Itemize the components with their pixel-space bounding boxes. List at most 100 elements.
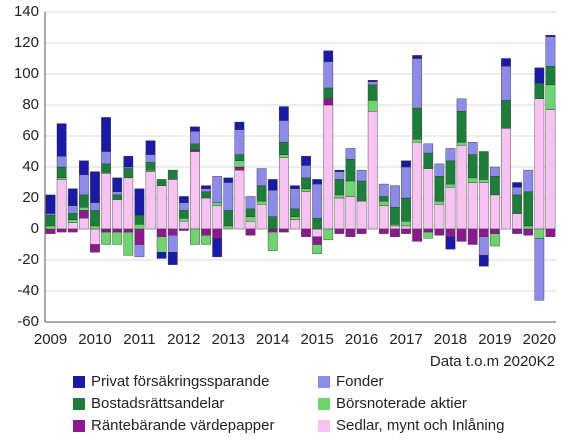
bar-segment bbox=[456, 228, 467, 242]
bar-segment bbox=[234, 166, 245, 171]
bar-segment bbox=[190, 126, 200, 132]
bar-segment bbox=[356, 169, 367, 182]
bar-segment bbox=[312, 179, 323, 185]
bar-segment bbox=[156, 185, 167, 230]
bar-segment bbox=[56, 228, 67, 233]
bar-segment bbox=[156, 236, 167, 253]
bar-segment bbox=[101, 228, 111, 233]
bar-segment bbox=[478, 228, 489, 237]
bar-segment bbox=[356, 180, 367, 202]
bar-segment bbox=[123, 231, 134, 256]
bar-segment bbox=[79, 217, 89, 230]
bar-segment bbox=[245, 196, 256, 210]
bar-segment bbox=[56, 123, 67, 157]
legend-swatch bbox=[318, 420, 330, 432]
bar-segment bbox=[123, 228, 134, 233]
bar-segment bbox=[56, 155, 67, 168]
bar-segment bbox=[90, 225, 100, 230]
bar-segment bbox=[512, 182, 522, 188]
bar-segment bbox=[278, 120, 289, 143]
bar-segment bbox=[545, 109, 556, 230]
note: Data t.o.m 2020K2 bbox=[430, 353, 555, 370]
bar-segment bbox=[301, 165, 311, 179]
y-tick-label: -60 bbox=[17, 313, 39, 330]
bar-segment bbox=[478, 182, 489, 230]
bar-segment bbox=[301, 177, 311, 189]
bar-segment bbox=[67, 222, 78, 230]
bar-segment bbox=[490, 194, 500, 230]
bar-segment bbox=[245, 216, 256, 222]
bar-segment bbox=[234, 169, 245, 230]
bar-segment bbox=[234, 129, 245, 155]
bar-segment bbox=[223, 177, 234, 183]
x-tick-label: 2015 bbox=[300, 331, 333, 348]
bar-segment bbox=[501, 66, 511, 101]
bar-segment bbox=[378, 228, 389, 234]
legend-label: Sedlar, mynt och Inlåning bbox=[336, 417, 504, 434]
bar-segment bbox=[90, 202, 100, 211]
bar-segment bbox=[401, 228, 411, 234]
bar-segment bbox=[190, 149, 200, 152]
bar-segment bbox=[267, 190, 278, 217]
y-tick-label: 20 bbox=[22, 189, 39, 206]
bar-segment bbox=[123, 155, 134, 168]
bar-segment bbox=[101, 231, 111, 245]
bar-segment bbox=[334, 228, 345, 234]
bar-segment bbox=[90, 210, 100, 227]
bar-segment bbox=[367, 84, 378, 101]
x-tick-label: 2019 bbox=[478, 331, 511, 348]
bar-segment bbox=[334, 179, 345, 196]
bar-segment bbox=[301, 188, 311, 192]
bar-segment bbox=[290, 208, 300, 217]
bar-segment bbox=[345, 159, 356, 182]
bar-segment bbox=[423, 143, 434, 154]
bar-segment bbox=[67, 213, 78, 220]
bar-segment bbox=[323, 61, 334, 89]
bar-segment bbox=[545, 36, 556, 67]
bar-segment bbox=[145, 140, 156, 155]
bar-segment bbox=[278, 106, 289, 121]
bar-segment bbox=[223, 225, 234, 230]
bar-segment bbox=[334, 194, 345, 199]
bar-segment bbox=[334, 197, 345, 230]
y-tick-label: 40 bbox=[22, 158, 39, 175]
bar-segment bbox=[467, 182, 478, 230]
x-tick-label: 2013 bbox=[212, 331, 245, 348]
bar-segment bbox=[156, 252, 167, 259]
bar-segment bbox=[190, 151, 200, 230]
bar-segment bbox=[367, 79, 378, 82]
bar-segment bbox=[145, 162, 156, 171]
bar-segment bbox=[223, 210, 234, 227]
bar-segment bbox=[434, 163, 445, 177]
bar-segment bbox=[478, 236, 489, 256]
bar-segment bbox=[456, 110, 467, 143]
bar-segment bbox=[490, 233, 500, 247]
bar-segment bbox=[378, 183, 389, 197]
bar-segment bbox=[101, 117, 111, 152]
bar-segment bbox=[478, 179, 489, 183]
bar-segment bbox=[501, 128, 511, 230]
bar-segment bbox=[501, 100, 511, 129]
bar-segment bbox=[390, 225, 400, 230]
bar-segment bbox=[101, 172, 111, 230]
bar-segment bbox=[523, 191, 534, 227]
bar-segment bbox=[467, 177, 478, 183]
bar-segment bbox=[412, 228, 423, 242]
bar-segment bbox=[145, 171, 156, 230]
bar-segment bbox=[512, 213, 522, 230]
bar-segment bbox=[345, 148, 356, 160]
x-tick-label: 2012 bbox=[167, 331, 200, 348]
bar-segment bbox=[256, 203, 267, 230]
bar-segment bbox=[490, 176, 500, 196]
bar-segment bbox=[534, 228, 545, 239]
bar-segment bbox=[267, 231, 278, 251]
bar-segment bbox=[212, 238, 223, 258]
x-tick-label: 2018 bbox=[434, 331, 467, 348]
bar-segment bbox=[267, 228, 278, 233]
bar-segment bbox=[267, 179, 278, 191]
bar-segment bbox=[445, 236, 456, 250]
bar-segment bbox=[523, 169, 534, 193]
bar-segment bbox=[178, 210, 189, 219]
bar-segment bbox=[423, 168, 434, 230]
bar-segment bbox=[345, 196, 356, 230]
